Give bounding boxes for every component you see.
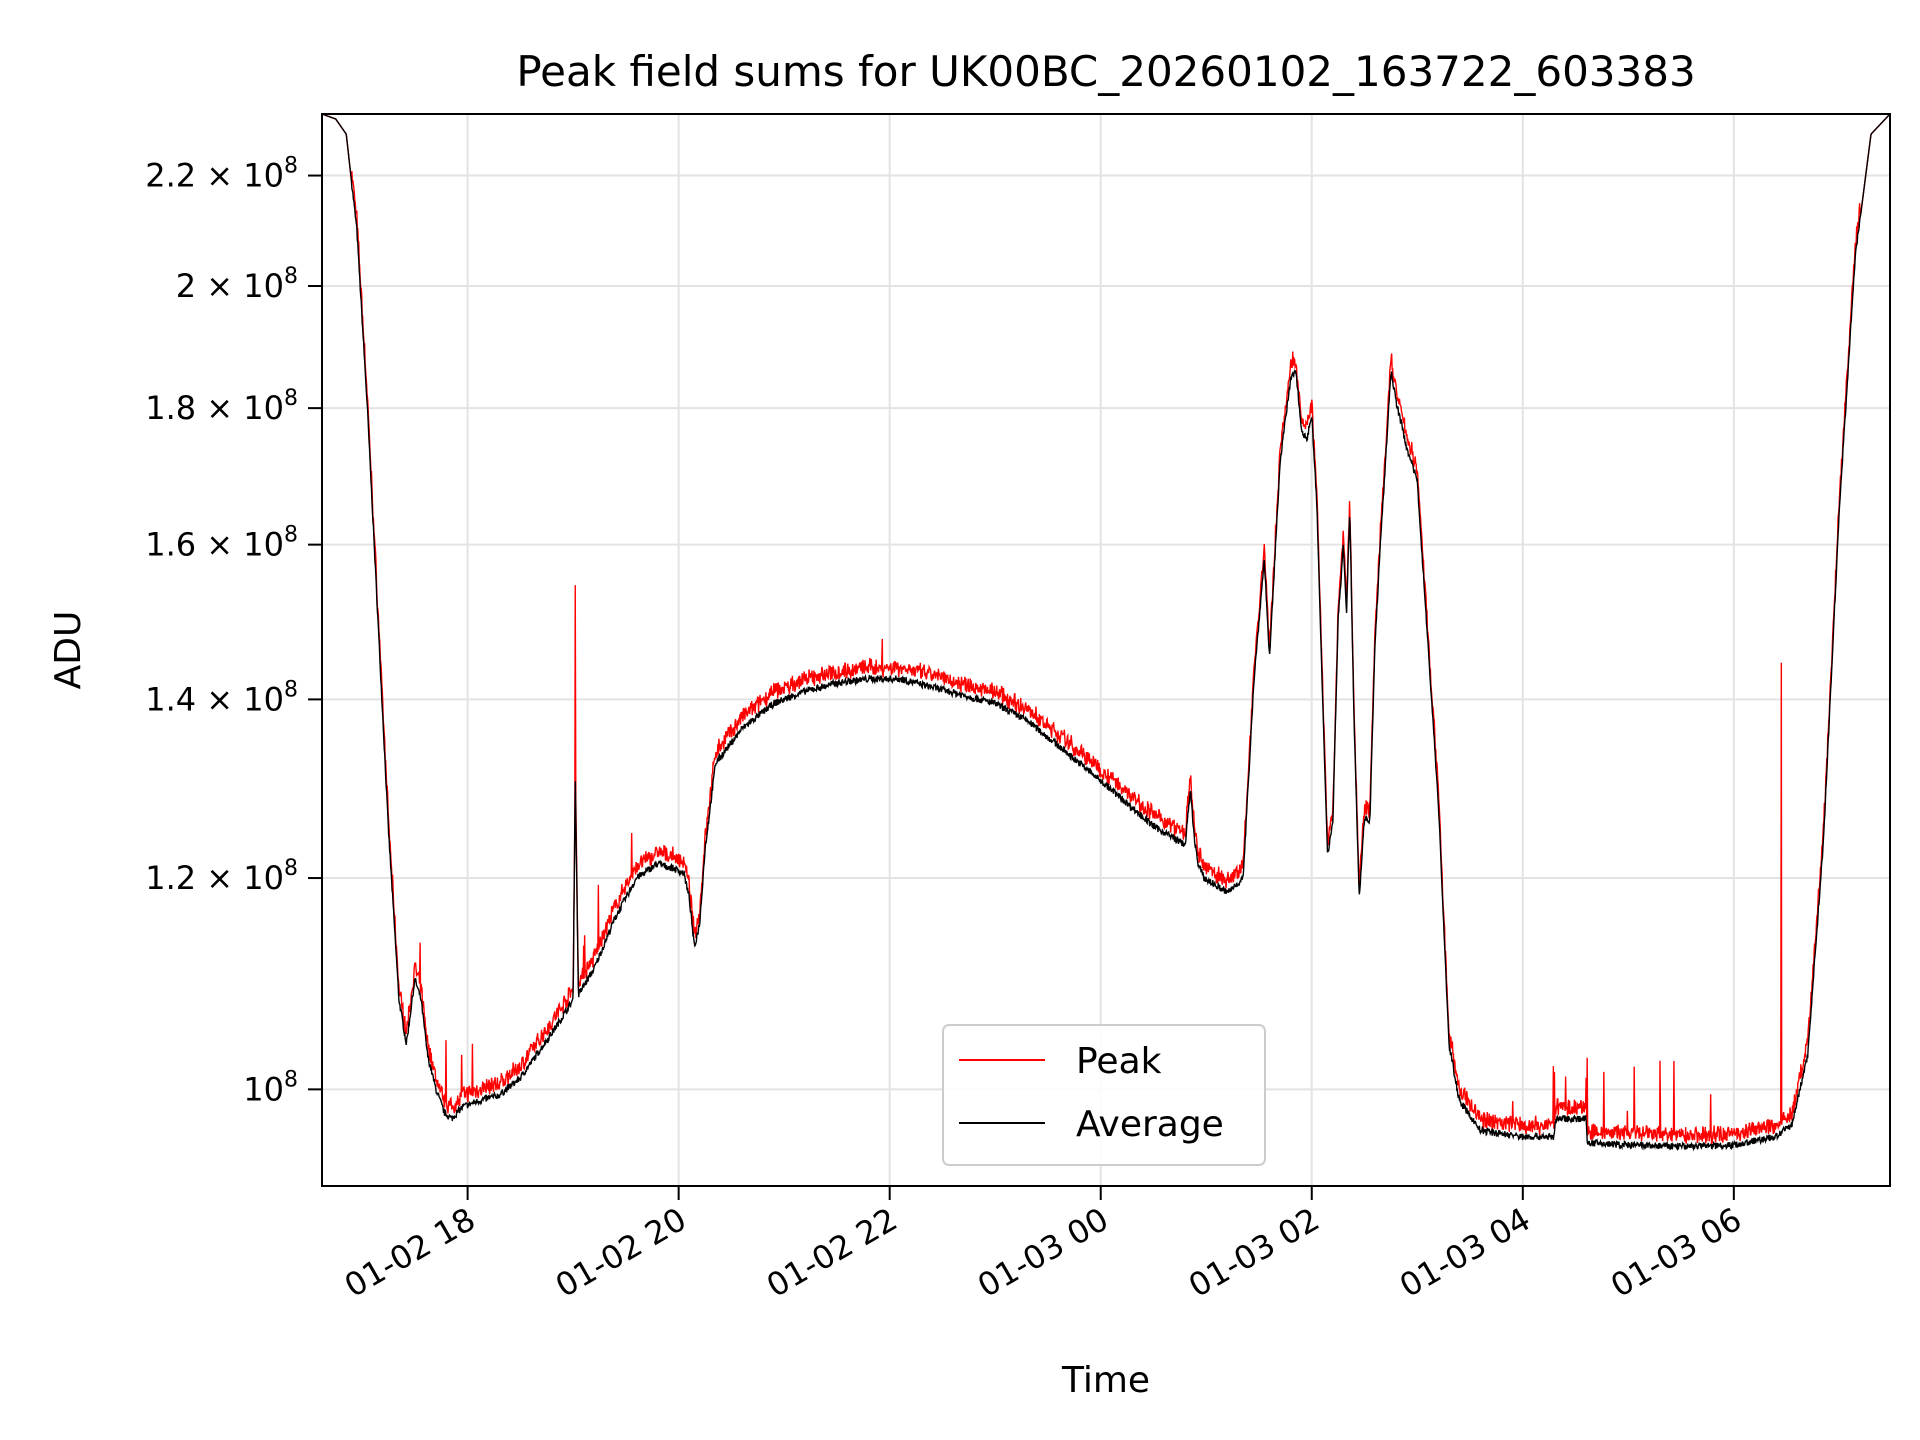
- y-tick-label-2: 1.4 × 108: [145, 677, 298, 718]
- legend-label-peak: Peak: [1076, 1041, 1162, 1082]
- plot-frame: [321, 113, 1891, 1187]
- x-axis-label: Time: [1061, 1360, 1150, 1401]
- y-tick-label-0: 108: [243, 1067, 298, 1108]
- y-axis-label: ADU: [48, 611, 89, 690]
- y-tick-label-3: 1.6 × 108: [145, 523, 298, 564]
- series-line-peak: [322, 114, 1890, 1146]
- series-group: [322, 114, 1890, 1152]
- y-tick-label-1: 1.2 × 108: [145, 856, 298, 897]
- legend-label-average: Average: [1076, 1104, 1224, 1145]
- y-axis-ticks: 108 1.2 × 108 1.4 × 108 1.6 × 108 1.8 × 108 2…: [145, 154, 322, 1108]
- legend: Peak Average: [942, 1024, 1266, 1166]
- y-tick-label-6: 2.2 × 108: [145, 154, 298, 195]
- grid: [322, 114, 1890, 1186]
- y-tick-label-4: 1.8 × 108: [145, 386, 298, 427]
- series-line-average: [322, 114, 1890, 1152]
- y-tick-label-5: 2 × 108: [176, 264, 298, 305]
- chart-title: Peak field sums for UK00BC_20260102_1637…: [516, 47, 1695, 96]
